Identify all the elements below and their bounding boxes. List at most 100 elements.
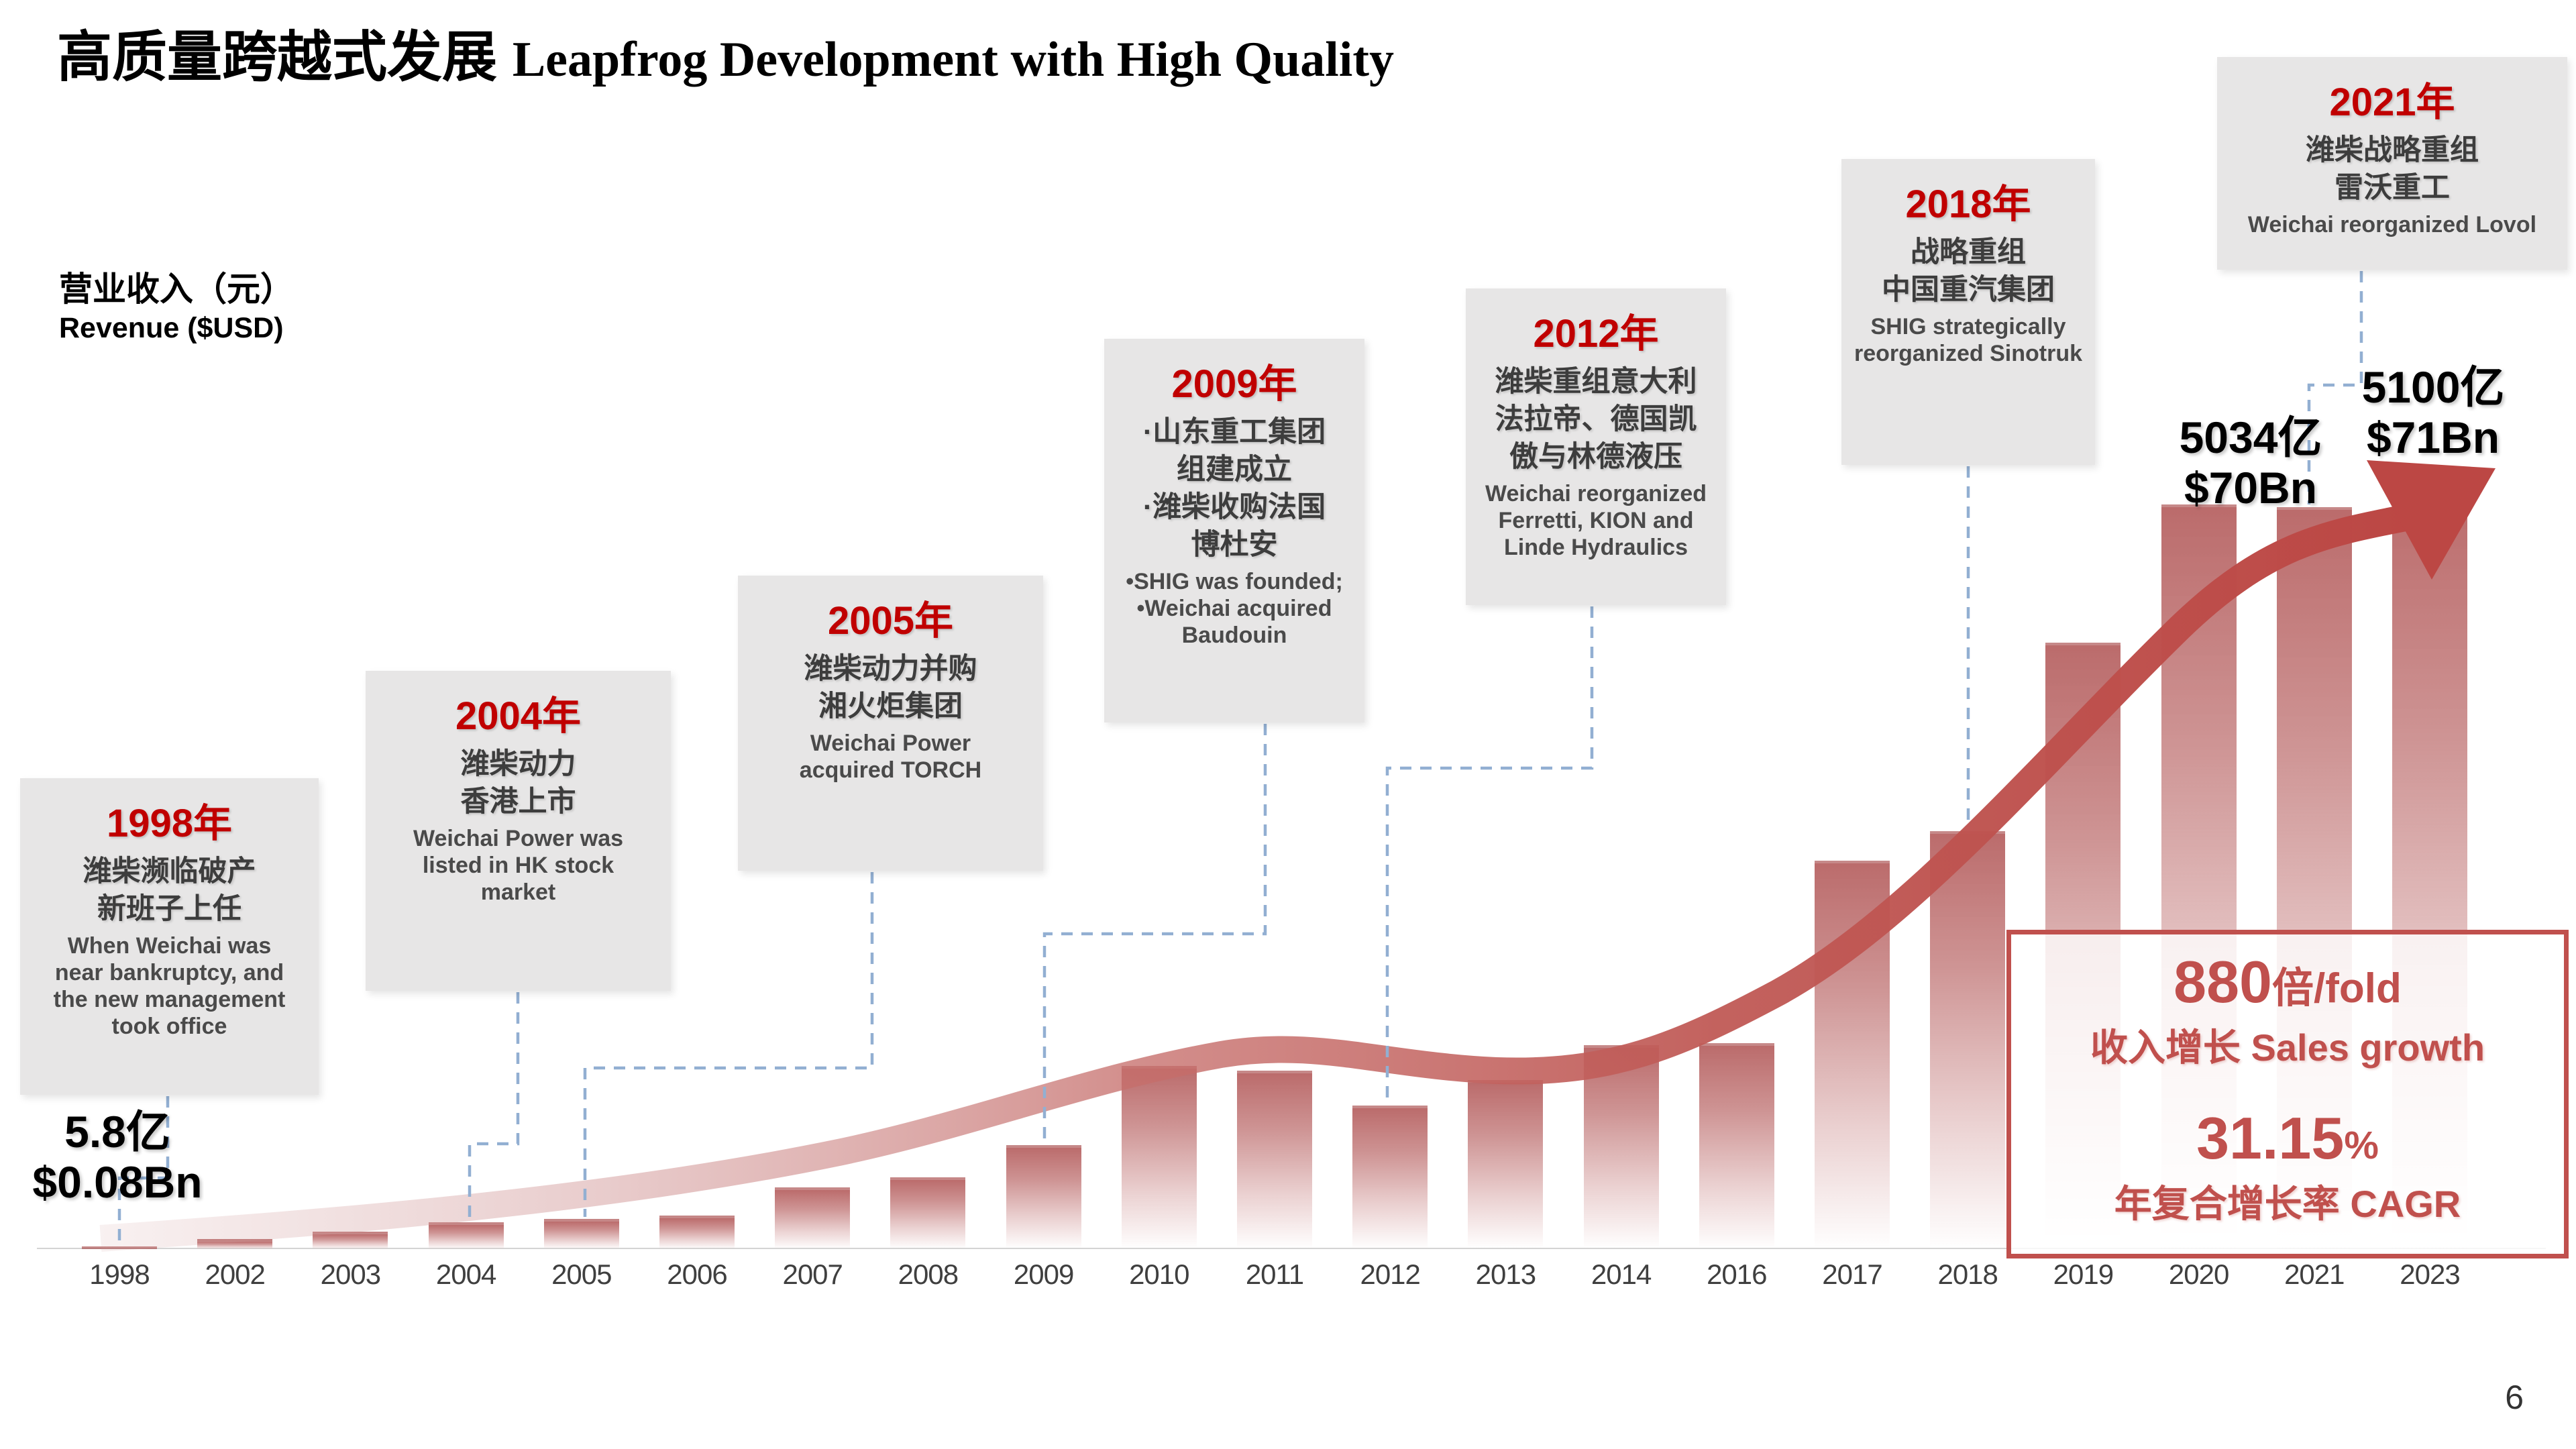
milestone-text-zh: 潍柴重组意大利 — [1495, 366, 1697, 398]
year-label: 2006 — [667, 1258, 727, 1290]
year-label: 2016 — [1707, 1258, 1767, 1290]
year-label: 2021 — [2284, 1258, 2345, 1290]
milestone-text-zh: 香港上市 — [460, 785, 576, 818]
year-label: 2005 — [551, 1258, 612, 1290]
milestone-box-2012: 2012年潍柴重组意大利 法拉帝、德国凯 傲与林德液压 Weichai reorgan… — [1466, 288, 1726, 605]
milestone-text-zh: 潍柴战略重组 — [2306, 134, 2479, 166]
title-en: Leapfrog Development with High Quality — [512, 32, 1394, 87]
y-axis-label: 营业收入（元） Revenue ($USD) — [59, 268, 294, 346]
milestone-text-zh: 潍柴动力并购 — [804, 653, 977, 685]
revenue-bar — [1121, 1066, 1197, 1249]
connector-line — [1385, 606, 1594, 1104]
revenue-bar — [543, 1219, 619, 1249]
stat-fold: 880倍/fold — [2174, 949, 2402, 1015]
milestone-text-en: reorganized Sinotruk — [1854, 340, 2083, 366]
year-label: 2012 — [1360, 1258, 1420, 1290]
revenue-bar — [1237, 1071, 1312, 1249]
milestone-year: 2004年 — [455, 694, 582, 738]
milestone-text-en: market — [480, 879, 556, 905]
milestone-text-en: •Weichai acquired — [1136, 595, 1332, 621]
stat-growth-label: 收入增长 Sales growth — [2090, 1026, 2485, 1069]
revenue-bar — [1006, 1145, 1081, 1249]
title-zh: 高质量跨越式发展 — [57, 27, 498, 88]
year-label: 2004 — [435, 1258, 496, 1290]
year-label: 2017 — [1822, 1258, 1882, 1290]
milestone-text-zh: 潍柴动力 — [460, 748, 576, 780]
milestone-text-en: acquired TORCH — [799, 757, 982, 783]
milestone-text-zh: 组建成立 — [1177, 453, 1292, 486]
milestone-text-en: Weichai Power was — [413, 825, 624, 851]
milestone-text-zh: 新班子上任 — [97, 892, 241, 925]
year-label: 2003 — [320, 1258, 381, 1290]
growth-arrow-icon — [2367, 460, 2496, 580]
year-label: 2010 — [1129, 1258, 1189, 1290]
milestone-box-2005: 2005年潍柴动力并购 湘火炬集团 Weichai Power acquired TO… — [738, 576, 1043, 871]
milestone-text-en: When Weichai was — [67, 932, 272, 959]
milestone-text-en: Ferretti, KION and — [1498, 507, 1694, 533]
milestone-text-zh: 雷沃重工 — [2334, 171, 2450, 204]
y-axis-label-en: Revenue ($USD) — [59, 311, 284, 344]
milestone-text-en: took office — [111, 1014, 227, 1040]
connector-line — [117, 1096, 170, 1241]
milestone-year: 2009年 — [1171, 362, 1297, 406]
milestone-year: 1998年 — [106, 802, 233, 845]
year-label: 2020 — [2168, 1258, 2229, 1290]
annotation-2020-value: 5034亿 $70Bn — [2179, 413, 2322, 513]
milestone-text-en: SHIG strategically — [1870, 313, 2066, 339]
connector-line — [2307, 271, 2363, 504]
page-title: 高质量跨越式发展 Leapfrog Development with High … — [57, 12, 1394, 92]
milestone-year: 2005年 — [827, 599, 954, 643]
milestone-text-zh: 中国重汽集团 — [1882, 273, 2055, 306]
revenue-bar — [890, 1177, 966, 1249]
milestone-text-zh: 战略重组 — [1911, 236, 2026, 268]
revenue-bar — [1699, 1042, 1774, 1249]
revenue-bar — [775, 1187, 851, 1249]
year-label: 2013 — [1475, 1258, 1536, 1290]
year-label: 2018 — [1937, 1258, 1998, 1290]
milestone-box-2021: 2021年 潍柴战略重组 雷沃重工 Weichai reorganized Lovol — [2217, 57, 2567, 270]
year-label: 1998 — [89, 1258, 150, 1290]
revenue-bar — [428, 1222, 504, 1249]
milestone-text-en: Linde Hydraulics — [1504, 534, 1688, 560]
stat-cagr: 31.15% — [2196, 1105, 2379, 1171]
milestone-text-en: Weichai reorganized — [1485, 480, 1707, 506]
connector-line — [468, 992, 520, 1220]
y-axis-label-zh: 营业收入（元） — [59, 270, 294, 308]
milestone-text-zh: ·山东重工集团 — [1142, 416, 1326, 448]
year-label: 2008 — [898, 1258, 959, 1290]
milestone-box-2018: 2018年战略重组中国重汽集团 SHIG strategically reorgan… — [1841, 159, 2095, 465]
connector-line — [1042, 724, 1267, 1143]
year-label: 2023 — [2400, 1258, 2460, 1290]
stat-box: 880倍/fold 收入增长 Sales growth 31.15% 年复合增长… — [2006, 930, 2569, 1258]
milestone-text-en: listed in HK stock — [422, 852, 614, 878]
revenue-bar — [1352, 1105, 1428, 1249]
milestone-box-1998: 1998年潍柴濒临破产 新班子上任 When Weichai was near ban… — [20, 778, 319, 1095]
milestone-box-2009: 2009年 ·山东重工集团 组建成立 ·潍柴收购法国 博杜安 •SHIG was foun… — [1104, 339, 1364, 722]
revenue-bar — [659, 1215, 735, 1249]
year-label: 2011 — [1245, 1258, 1304, 1290]
milestone-box-2004: 2004年潍柴动力香港上市 Weichai Power was listed in … — [366, 671, 671, 991]
milestone-text-en: near bankruptcy, and — [54, 959, 284, 985]
milestone-text-en: Weichai reorganized Lovol — [2247, 211, 2537, 237]
milestone-text-en: Weichai Power — [810, 730, 971, 756]
milestone-text-en: •SHIG was founded; — [1126, 568, 1343, 594]
revenue-bar — [1930, 831, 2006, 1249]
milestone-text-zh: 博杜安 — [1191, 528, 1278, 561]
milestone-text-zh: 傲与林德液压 — [1509, 440, 1682, 473]
year-label: 2009 — [1013, 1258, 1074, 1290]
year-label: 2014 — [1591, 1258, 1652, 1290]
milestone-year: 2018年 — [1905, 182, 2031, 226]
trend-curve — [99, 504, 2408, 1252]
page-number: 6 — [2505, 1379, 2524, 1416]
milestone-text-zh: 法拉帝、德国凯 — [1495, 402, 1697, 435]
revenue-bar — [1583, 1044, 1659, 1249]
milestone-year: 2012年 — [1533, 312, 1659, 356]
stat-cagr-label: 年复合增长率 CAGR — [2114, 1183, 2461, 1225]
milestone-text-zh: 潍柴濒临破产 — [83, 855, 256, 888]
year-label: 2019 — [2053, 1258, 2114, 1290]
year-label: 2002 — [205, 1258, 265, 1290]
year-label: 2007 — [782, 1258, 843, 1290]
milestone-text-zh: 湘火炬集团 — [818, 690, 963, 722]
